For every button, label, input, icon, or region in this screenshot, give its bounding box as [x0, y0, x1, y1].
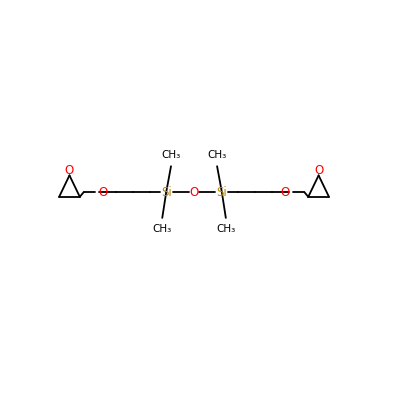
Text: CH₃: CH₃ [208, 150, 227, 160]
Text: O: O [281, 186, 290, 198]
Text: Si: Si [216, 186, 227, 198]
Text: O: O [314, 164, 323, 177]
Text: CH₃: CH₃ [216, 224, 236, 234]
Text: O: O [65, 164, 74, 177]
Text: Si: Si [161, 186, 172, 198]
Text: CH₃: CH₃ [161, 150, 181, 160]
Text: O: O [98, 186, 108, 198]
Text: O: O [190, 186, 199, 198]
Text: CH₃: CH₃ [153, 224, 172, 234]
